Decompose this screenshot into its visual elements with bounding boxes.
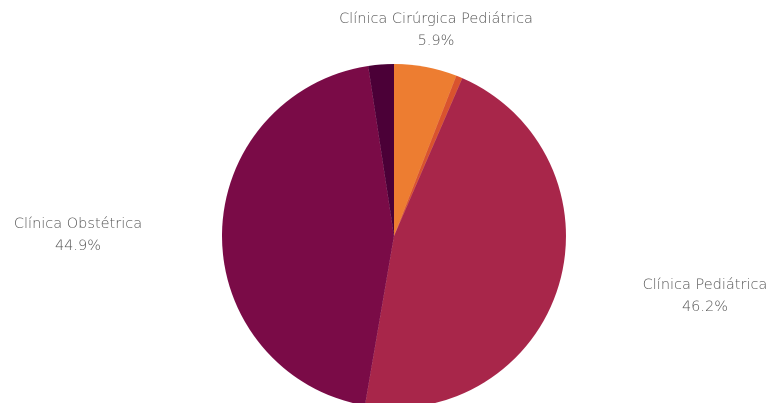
slice-label-cirurgica-pediatrica-value: 5.9% <box>417 33 455 49</box>
slice-label-pediatrica-value: 46.2% <box>681 299 729 315</box>
pie-slice-2 <box>365 78 566 403</box>
pie-slice-0 <box>394 64 457 236</box>
pie-slice-1 <box>394 75 463 237</box>
slice-label-obstetrica-value: 44.9% <box>54 238 102 254</box>
slice-label-obstetrica-name: Clínica Obstétrica <box>13 216 143 232</box>
slice-label-cirurgica-pediatrica-name: Clínica Cirúrgica Pediátrica <box>339 11 533 27</box>
slice-label-cirurgica-pediatrica: Clínica Cirúrgica Pediátrica 5.9% <box>316 8 556 52</box>
pie-slices <box>222 64 566 403</box>
pie-slice-4 <box>368 64 394 236</box>
pie-slice-3 <box>222 65 394 403</box>
slice-label-obstetrica: Clínica Obstétrica 44.9% <box>0 213 158 257</box>
slice-label-pediatrica-name: Clínica Pediátrica <box>642 277 768 293</box>
slice-label-pediatrica: Clínica Pediátrica 46.2% <box>620 274 771 318</box>
